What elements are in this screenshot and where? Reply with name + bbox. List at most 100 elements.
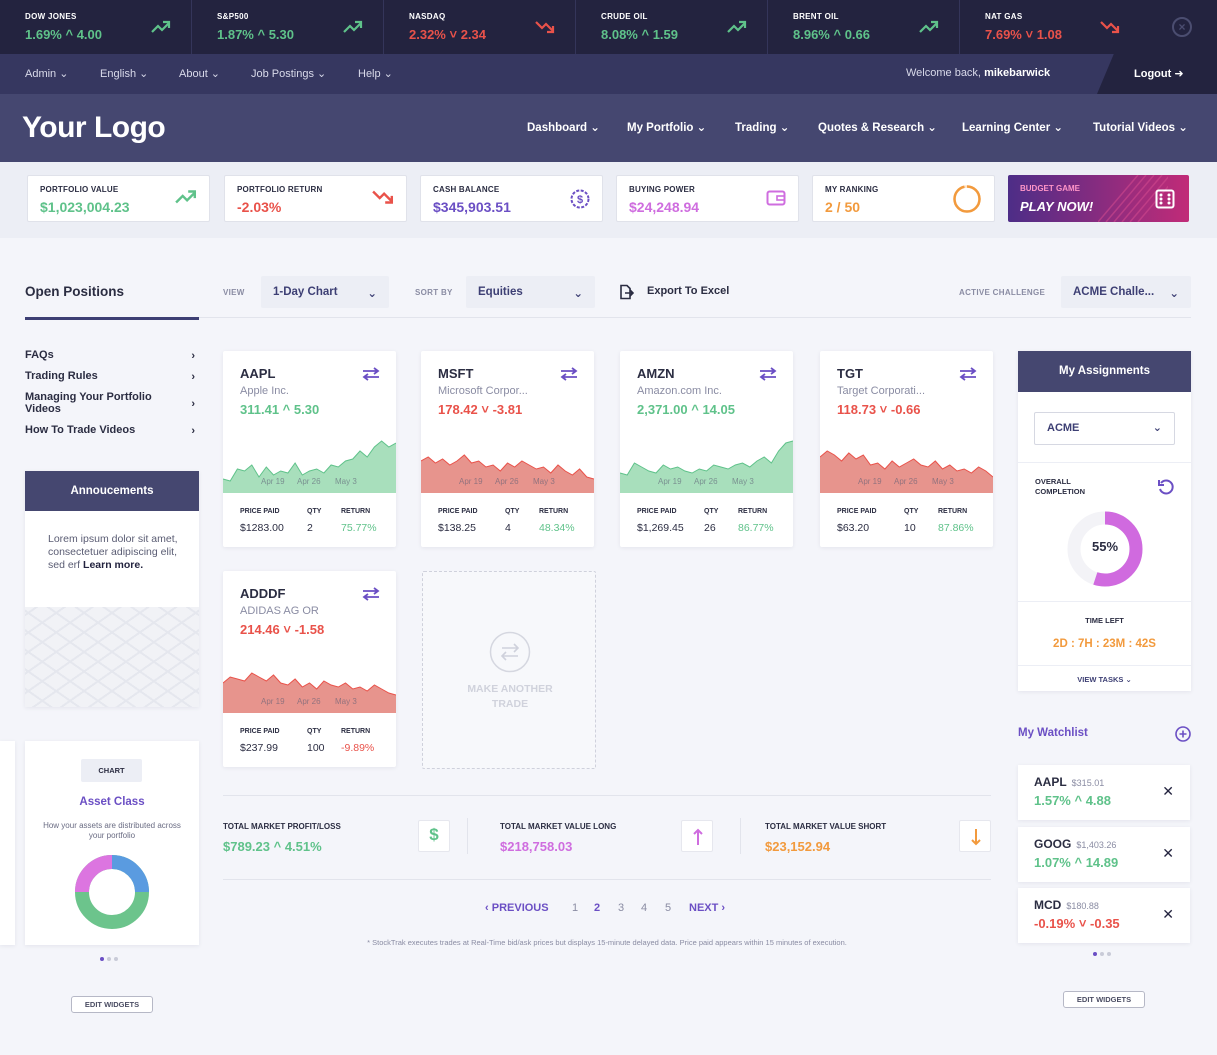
edit-widgets-button[interactable]: EDIT WIDGETS — [1063, 991, 1145, 1008]
next-page-button[interactable]: NEXT › — [689, 902, 726, 914]
card-price: 214.46 ˅ -1.58 — [240, 622, 325, 637]
position-card[interactable]: ADDDF ADIDAS AG OR 214.46 ˅ -1.58 Apr 19 Apr… — [223, 571, 396, 767]
challenge-select[interactable]: ACME Challe... ⌄ — [1061, 276, 1191, 308]
edit-widgets-button[interactable]: EDIT WIDGETS — [71, 996, 153, 1013]
swap-icon[interactable] — [959, 367, 977, 381]
price-paid-label: PRICE PAID — [438, 508, 478, 515]
footnote: * StockTrak executes trades at Real-Time… — [367, 938, 847, 947]
date-label: Apr 19 — [261, 477, 285, 486]
job-postings-menu[interactable]: Job Postings ⌄ — [251, 68, 327, 80]
page-link[interactable]: 5 — [665, 902, 672, 914]
position-card[interactable]: AAPL Apple Inc. 311.41 ^ 5.30 Apr 19 Apr 26 M… — [223, 351, 396, 547]
stat-buying-power[interactable]: BUYING POWER $24,248.94 — [616, 175, 799, 222]
nav-quotes-research[interactable]: Quotes & Research ⌄ — [818, 122, 937, 134]
remove-icon[interactable]: ✕ — [1162, 783, 1174, 799]
admin-menu[interactable]: Admin ⌄ — [25, 68, 69, 80]
about-menu[interactable]: About ⌄ — [179, 68, 221, 80]
watchlist-change: 1.07% ^ 14.89 — [1034, 855, 1119, 870]
sort-select[interactable]: Equities ⌄ — [466, 276, 595, 308]
watchlist-price: $180.88 — [1066, 901, 1099, 911]
asset-class-title: Asset Class — [79, 796, 145, 808]
nav-dashboard[interactable]: Dashboard ⌄ — [527, 122, 600, 134]
position-card[interactable]: TGT Target Corporati... 118.73 ˅ -0.66 Apr … — [820, 351, 993, 547]
utility-bar — [0, 54, 1217, 94]
return-value: 75.77% — [341, 522, 377, 534]
budget-game-banner[interactable]: BUDGET GAME PLAY NOW! — [1008, 175, 1189, 222]
title-underline — [25, 317, 199, 320]
card-symbol: MSFT — [438, 366, 474, 381]
stat-label: PORTFOLIO RETURN — [237, 185, 323, 194]
language-menu[interactable]: English ⌄ — [100, 68, 149, 80]
price-paid-value: $1283.00 — [240, 522, 284, 534]
ticker-name: NAT GAS — [985, 12, 1023, 21]
make-another-trade-card[interactable]: MAKE ANOTHER TRADE — [422, 571, 596, 769]
ticker-item[interactable]: DOW JONES 1.69% ^ 4.00 — [0, 0, 192, 54]
view-select[interactable]: 1-Day Chart ⌄ — [261, 276, 389, 308]
nav-learning-center[interactable]: Learning Center ⌄ — [962, 122, 1064, 134]
nav-my-portfolio[interactable]: My Portfolio ⌄ — [627, 122, 707, 134]
sparkline-area — [223, 441, 396, 493]
announcements-title: Annoucements — [25, 471, 199, 511]
how-to-trade-link[interactable]: How To Trade Videos › — [25, 424, 195, 437]
trend-up-icon — [919, 20, 939, 33]
managing-portfolio-link[interactable]: Managing Your Portfolio Videos › — [25, 391, 195, 415]
ticker-item[interactable]: NASDAQ 2.32% ˅ 2.34 — [384, 0, 576, 54]
date-label: May 3 — [533, 477, 555, 486]
refresh-icon[interactable] — [1157, 478, 1175, 496]
arrow-down-icon-box — [959, 820, 991, 852]
stat-cash-balance[interactable]: CASH BALANCE $345,903.51 $ — [420, 175, 603, 222]
assignment-select[interactable]: ACME ⌄ — [1034, 412, 1175, 445]
swap-icon[interactable] — [362, 587, 380, 601]
position-card[interactable]: AMZN Amazon.com Inc. 2,371.00 ^ 14.05 Apr 1… — [620, 351, 793, 547]
stat-portfolio-return[interactable]: PORTFOLIO RETURN -2.03% — [224, 175, 407, 222]
open-positions-title: Open Positions — [25, 284, 125, 299]
carousel-dots[interactable] — [100, 957, 121, 961]
swap-icon[interactable] — [362, 367, 380, 381]
page-link[interactable]: 1 — [572, 902, 579, 914]
page-link-current[interactable]: 2 — [594, 902, 601, 914]
trend-up-icon — [175, 190, 197, 204]
faq-link[interactable]: FAQs › — [25, 349, 195, 362]
budget-label: BUDGET GAME — [1020, 184, 1080, 193]
close-ticker-icon[interactable]: × — [1172, 17, 1192, 37]
ticker-item[interactable]: S&P500 1.87% ^ 5.30 — [192, 0, 384, 54]
watchlist-change: -0.19% ˅ -0.35 — [1034, 916, 1120, 931]
ticker-item[interactable]: NAT GAS 7.69% ˅ 1.08 — [960, 0, 1120, 54]
date-label: Apr 26 — [894, 477, 918, 486]
completion-donut — [1067, 511, 1143, 587]
card-footer: PRICE PAID QTY RETURN $237.99 100 -9.89% — [223, 713, 396, 767]
swap-icon[interactable] — [759, 367, 777, 381]
ranking-ring-icon — [953, 185, 981, 213]
price-paid-value: $138.25 — [438, 522, 476, 534]
view-tasks-button[interactable]: VIEW TASKS ⌄ — [1077, 675, 1132, 684]
carousel-dots[interactable] — [1093, 952, 1114, 956]
learn-more-link[interactable]: Learn more. — [83, 559, 144, 571]
swap-icon[interactable] — [560, 367, 578, 381]
position-card[interactable]: MSFT Microsoft Corpor... 178.42 ˅ -3.81 Apr… — [421, 351, 594, 547]
page-link[interactable]: 4 — [641, 902, 648, 914]
sparkline-area — [421, 455, 594, 493]
card-company: Amazon.com Inc. — [637, 385, 722, 397]
watchlist-item[interactable]: MCD $180.88 -0.19% ˅ -0.35 ✕ — [1018, 888, 1190, 943]
watchlist-item[interactable]: AAPL $315.01 1.57% ^ 4.88 ✕ — [1018, 765, 1190, 820]
page-link[interactable]: 3 — [618, 902, 625, 914]
remove-icon[interactable]: ✕ — [1162, 906, 1174, 922]
divider — [740, 818, 741, 854]
stat-portfolio-value[interactable]: PORTFOLIO VALUE $1,023,004.23 — [27, 175, 210, 222]
watchlist-item[interactable]: GOOG $1,403.26 1.07% ^ 14.89 ✕ — [1018, 827, 1190, 882]
logout-button[interactable]: Logout ➜ — [1134, 68, 1184, 80]
nav-trading[interactable]: Trading ⌄ — [735, 122, 790, 134]
date-label: Apr 19 — [858, 477, 882, 486]
ticker-item[interactable]: CRUDE OIL 8.08% ^ 1.59 — [576, 0, 768, 54]
stat-my-ranking[interactable]: MY RANKING 2 / 50 — [812, 175, 995, 222]
add-circle-icon[interactable] — [1175, 726, 1191, 742]
previous-page-button[interactable]: ‹ PREVIOUS — [485, 902, 549, 914]
nav-tutorial-videos[interactable]: Tutorial Videos ⌄ — [1093, 122, 1188, 134]
date-label: Apr 19 — [658, 477, 682, 486]
ticker-item[interactable]: BRENT OIL 8.96% ^ 0.66 — [768, 0, 960, 54]
trading-rules-link[interactable]: Trading Rules › — [25, 370, 195, 383]
logo[interactable]: Your Logo — [22, 111, 166, 144]
price-paid-label: PRICE PAID — [837, 508, 877, 515]
remove-icon[interactable]: ✕ — [1162, 845, 1174, 861]
help-menu[interactable]: Help ⌄ — [358, 68, 393, 80]
